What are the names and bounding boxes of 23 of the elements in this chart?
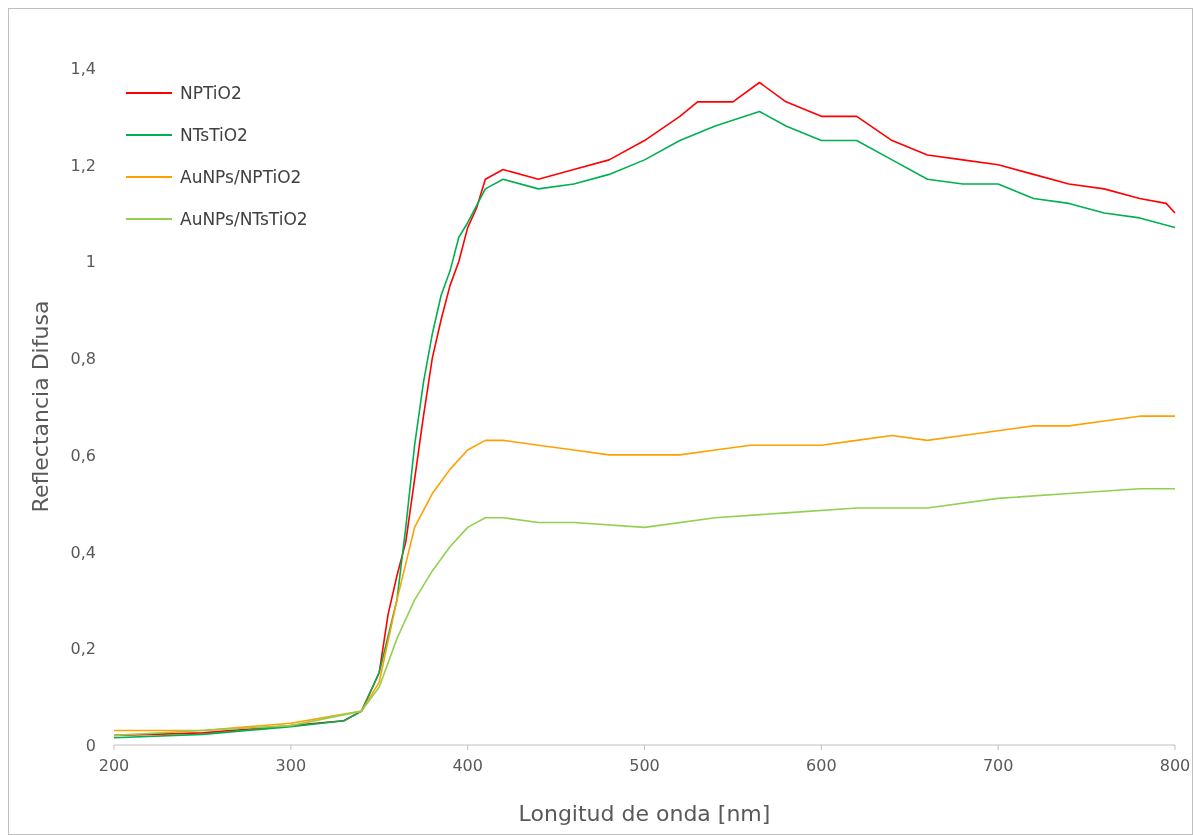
line-series bbox=[113, 415, 1176, 732]
x-axis-title: Longitud de onda [nm] bbox=[518, 801, 771, 826]
legend-label: AuNPs/NPTiO2 bbox=[180, 167, 302, 187]
x-tick-label: 700 bbox=[982, 756, 1014, 775]
y-tick-label: 1,4 bbox=[70, 59, 96, 78]
x-tick-label: 400 bbox=[452, 756, 483, 775]
x-tick-label: 200 bbox=[98, 756, 130, 775]
legend-label: AuNPs/NTsTiO2 bbox=[180, 209, 308, 229]
y-tick-label: 1 bbox=[85, 252, 96, 272]
line-series bbox=[113, 487, 1176, 737]
legend-label: NTsTiO2 bbox=[180, 125, 248, 145]
y-tick-label: 1,2 bbox=[70, 155, 96, 175]
y-tick-label: 0,6 bbox=[70, 445, 96, 465]
x-tick-label: 500 bbox=[629, 756, 660, 775]
y-tick-label: 0,4 bbox=[70, 542, 96, 562]
y-tick-label: 0,8 bbox=[70, 349, 96, 369]
x-tick-label: 800 bbox=[1159, 756, 1191, 775]
x-tick-label: 300 bbox=[275, 756, 307, 775]
legend-label: NPTiO2 bbox=[180, 83, 242, 103]
y-tick-label: 0,2 bbox=[70, 639, 96, 659]
y-tick-label: 0 bbox=[85, 736, 96, 755]
y-axis-title: Reflectancia Difusa bbox=[28, 300, 53, 513]
x-tick-label: 600 bbox=[806, 756, 837, 775]
